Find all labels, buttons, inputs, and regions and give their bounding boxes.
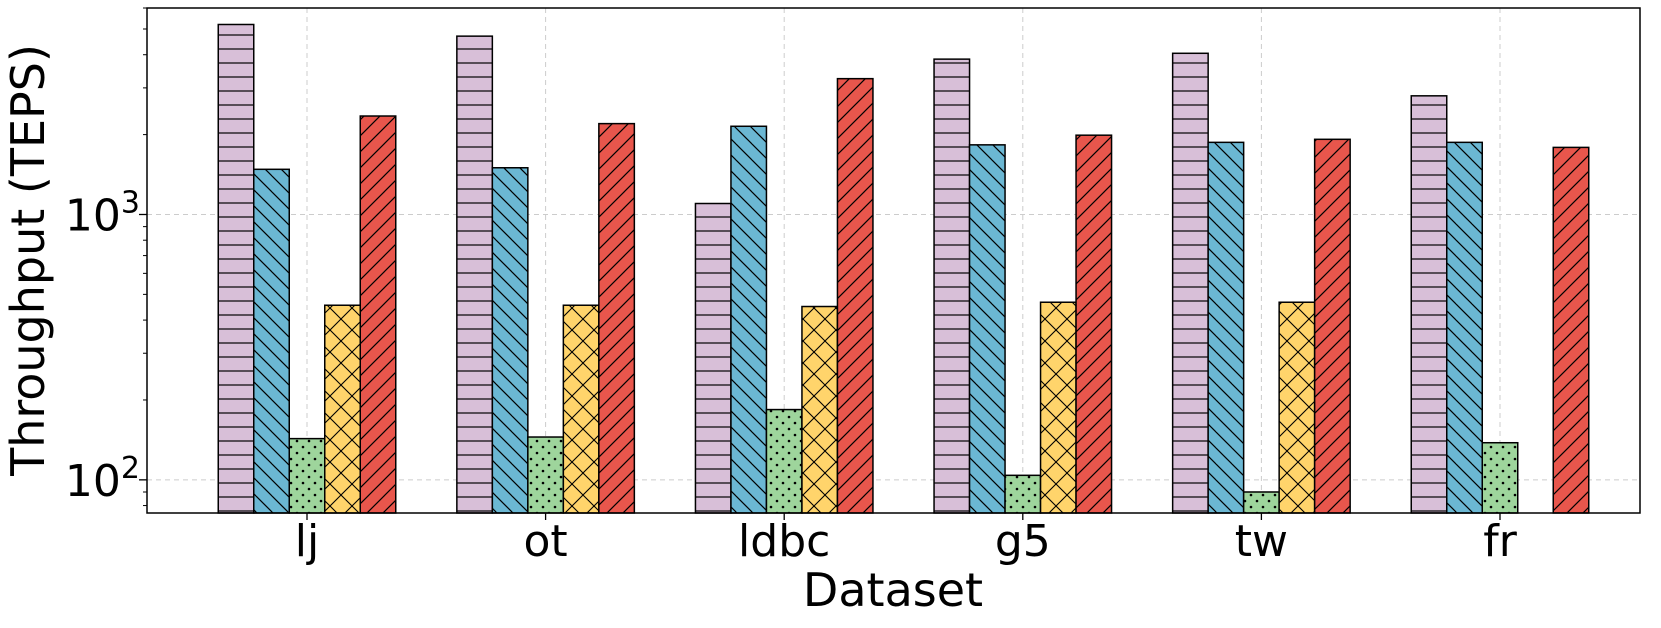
x-tick-label-ot: ot [524, 516, 568, 567]
bar-s1-tw [1171, 52, 1209, 514]
ticks-layer: lj ot ldbc g5 tw fr 102 103 [65, 7, 1518, 567]
y-tick-label-100: 102 [65, 451, 140, 507]
x-tick-label-fr: fr [1483, 516, 1517, 567]
x-tick-label-g5: g5 [995, 516, 1051, 567]
bar-s5-ldbc [836, 77, 874, 514]
bars-layer [217, 23, 1590, 514]
bar-s2-g5 [968, 144, 1006, 514]
y-tick-label-1000: 103 [65, 185, 140, 241]
bar-s3-ot [527, 436, 565, 514]
bar-s4-tw [1278, 301, 1316, 514]
x-axis-label: Dataset [803, 563, 983, 617]
bar-s2-tw [1207, 141, 1245, 514]
bar-s3-lj [288, 437, 326, 514]
bar-s2-lj [253, 168, 290, 514]
bar-s1-lj [217, 23, 255, 514]
grid-layer [147, 8, 1640, 513]
y-axis-label: Throughput (TEPS) [1, 44, 55, 477]
bar-s3-tw [1242, 491, 1280, 514]
bar-s1-ldbc [694, 202, 732, 514]
bar-s4-ldbc [801, 305, 839, 514]
bar-s3-fr [1481, 441, 1519, 514]
bar-s3-g5 [1004, 474, 1042, 514]
x-tick-label-lj: lj [295, 516, 319, 567]
bar-s5-g5 [1075, 134, 1113, 514]
plot-frame [146, 7, 1641, 514]
bar-s1-fr [1410, 95, 1448, 514]
bar-s4-lj [324, 304, 361, 514]
x-tick-label-ldbc: ldbc [738, 516, 830, 567]
bar-s5-lj [359, 115, 397, 514]
bar-s5-ot [598, 122, 636, 514]
bar-s2-fr [1446, 141, 1483, 514]
bar-s2-ldbc [730, 125, 768, 514]
bar-s2-ot [491, 167, 529, 514]
bar-s4-g5 [1039, 301, 1077, 514]
bar-s1-ot [456, 35, 494, 514]
bar-s5-fr [1552, 146, 1590, 514]
bar-s5-tw [1313, 138, 1351, 514]
bar-s3-ldbc [765, 408, 803, 514]
bar-s4-ot [562, 304, 600, 514]
x-tick-label-tw: tw [1235, 516, 1288, 567]
bar-s1-g5 [933, 58, 971, 514]
